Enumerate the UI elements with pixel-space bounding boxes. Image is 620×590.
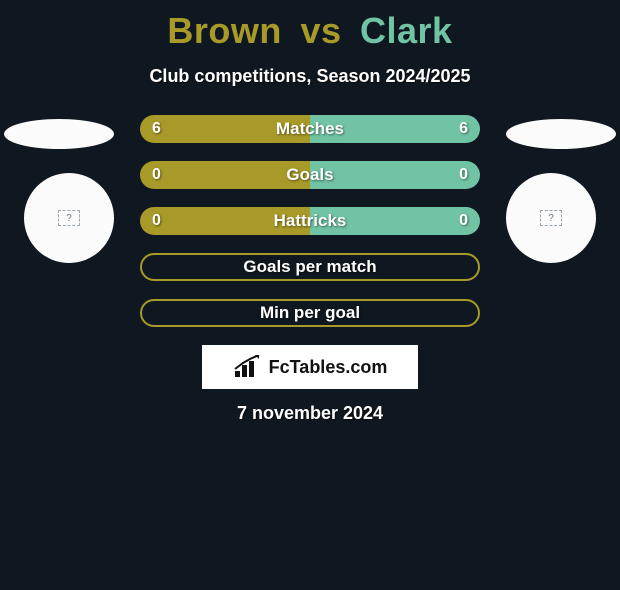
title-player2: Clark bbox=[360, 10, 453, 51]
fctables-logo-icon bbox=[233, 355, 263, 379]
stat-value-left: 6 bbox=[152, 120, 161, 138]
stat-label: Hattricks bbox=[274, 211, 347, 231]
bar-half-right bbox=[310, 161, 480, 189]
stat-bar-goals-per-match: Goals per match bbox=[140, 253, 480, 281]
image-placeholder-icon bbox=[58, 210, 80, 226]
stat-value-left: 0 bbox=[152, 166, 161, 184]
logo-text: FcTables.com bbox=[269, 357, 388, 378]
image-placeholder-icon bbox=[540, 210, 562, 226]
player1-avatar-slot bbox=[24, 173, 114, 263]
title-vs: vs bbox=[300, 10, 341, 51]
player2-flag-slot bbox=[506, 119, 616, 149]
stat-value-left: 0 bbox=[152, 212, 161, 230]
date-text: 7 november 2024 bbox=[0, 403, 620, 424]
bar-half-left bbox=[140, 161, 310, 189]
stat-label: Min per goal bbox=[260, 303, 360, 323]
stat-value-right: 0 bbox=[459, 166, 468, 184]
logo-box: FcTables.com bbox=[202, 345, 418, 389]
stat-value-right: 0 bbox=[459, 212, 468, 230]
stat-bar-min-per-goal: Min per goal bbox=[140, 299, 480, 327]
stat-value-right: 6 bbox=[459, 120, 468, 138]
player2-avatar-slot bbox=[506, 173, 596, 263]
player1-flag-slot bbox=[4, 119, 114, 149]
stat-label: Matches bbox=[276, 119, 344, 139]
stat-bar-goals: 0 0 Goals bbox=[140, 161, 480, 189]
stat-bar-hattricks: 0 0 Hattricks bbox=[140, 207, 480, 235]
stat-label: Goals bbox=[286, 165, 333, 185]
stat-bars: 6 6 Matches 0 0 Goals 0 0 Hattricks Goals per mat… bbox=[140, 115, 480, 327]
comparison-stage: 6 6 Matches 0 0 Goals 0 0 Hattricks Goals per mat… bbox=[0, 115, 620, 327]
subtitle: Club competitions, Season 2024/2025 bbox=[0, 66, 620, 87]
page-title: Brown vs Clark bbox=[0, 10, 620, 52]
stat-label: Goals per match bbox=[243, 257, 376, 277]
stat-bar-matches: 6 6 Matches bbox=[140, 115, 480, 143]
title-player1: Brown bbox=[167, 10, 282, 51]
